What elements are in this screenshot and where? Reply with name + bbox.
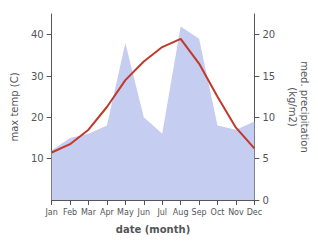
svg-text:Jun: Jun xyxy=(137,208,151,217)
svg-text:max temp (C): max temp (C) xyxy=(9,72,20,141)
svg-text:Nov: Nov xyxy=(228,208,244,217)
svg-text:Dec: Dec xyxy=(247,208,262,217)
svg-text:20: 20 xyxy=(262,29,275,40)
svg-text:30: 30 xyxy=(31,71,44,82)
svg-text:20: 20 xyxy=(31,112,44,123)
svg-text:(kg/m2): (kg/m2) xyxy=(287,87,298,127)
svg-text:Oct: Oct xyxy=(211,208,225,217)
svg-text:med. precipitation: med. precipitation xyxy=(299,61,310,153)
svg-text:date (month): date (month) xyxy=(116,224,190,235)
svg-text:0: 0 xyxy=(262,195,268,206)
svg-text:Aug: Aug xyxy=(173,208,189,217)
svg-text:5: 5 xyxy=(262,153,268,164)
svg-text:Jul: Jul xyxy=(156,208,167,217)
svg-text:Mar: Mar xyxy=(81,208,97,217)
svg-text:10: 10 xyxy=(31,153,44,164)
svg-text:May: May xyxy=(117,208,134,217)
svg-text:Apr: Apr xyxy=(100,208,115,217)
svg-text:Sep: Sep xyxy=(192,208,207,217)
svg-text:10: 10 xyxy=(262,112,275,123)
svg-text:15: 15 xyxy=(262,71,275,82)
svg-text:Jan: Jan xyxy=(44,208,57,217)
svg-text:Feb: Feb xyxy=(63,208,77,217)
svg-text:40: 40 xyxy=(31,29,44,40)
